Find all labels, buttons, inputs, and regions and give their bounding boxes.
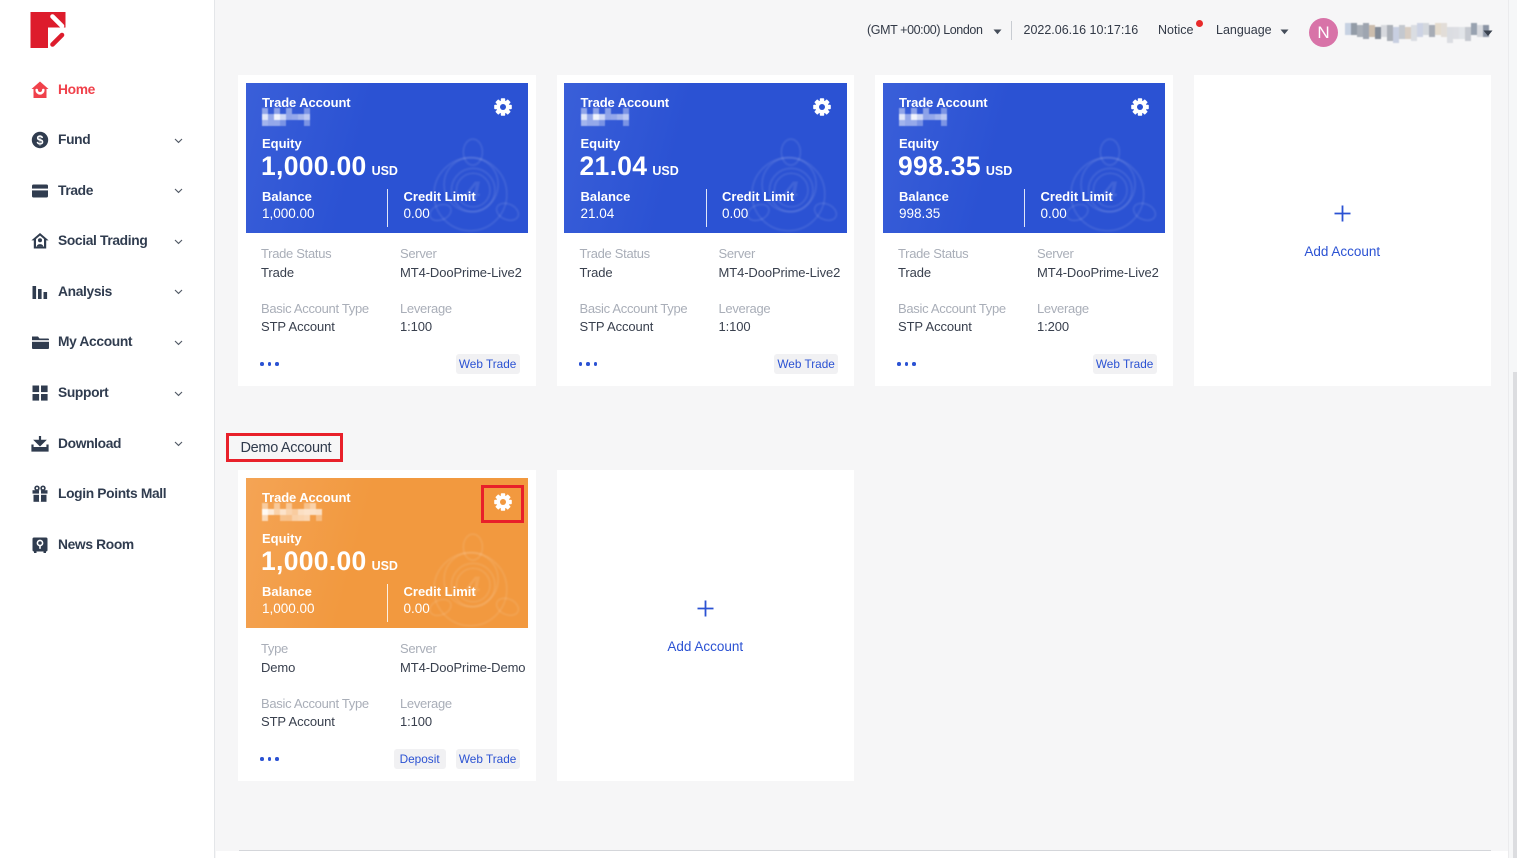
svg-text:$: $ bbox=[37, 134, 44, 148]
svg-text:4: 4 bbox=[464, 571, 480, 601]
svg-text:4: 4 bbox=[782, 176, 798, 206]
svg-text:4: 4 bbox=[464, 176, 480, 206]
svg-text:4: 4 bbox=[1101, 176, 1117, 206]
